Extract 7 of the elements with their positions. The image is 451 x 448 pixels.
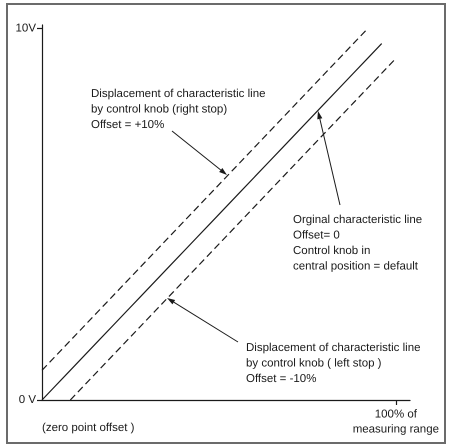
text: (zero point offset ) (42, 422, 135, 434)
annotation: Displacement of characteristic line by control knob ( left stop ) Offset = -10% (246, 342, 420, 385)
x-tick-label: 100% of measuring range (352, 408, 439, 436)
annotation: Orginal characteristic line Offset= 0 Control knob in central position = default (293, 214, 422, 272)
y-tick-label: 10V (16, 22, 36, 35)
y-tick-label: 0 V (18, 394, 36, 406)
annotation: Displacement of characteristic line by control knob (right stop) Offset = +10% (91, 88, 266, 131)
